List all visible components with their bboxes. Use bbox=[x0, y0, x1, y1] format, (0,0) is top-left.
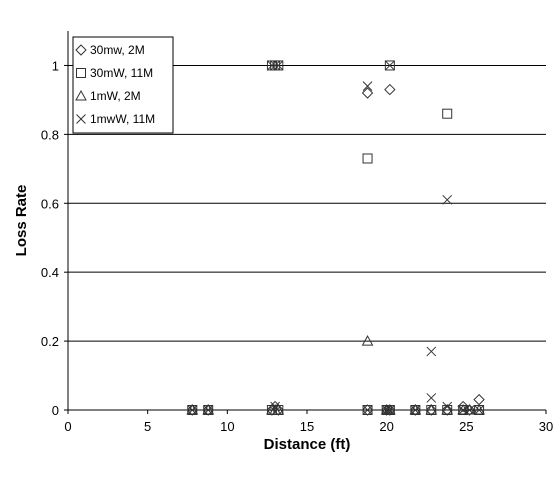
point-x-15 bbox=[442, 401, 453, 412]
legend-marker-triangle bbox=[75, 89, 87, 101]
x-tick-label-0: 0 bbox=[64, 419, 71, 434]
y-tick-label-3: 0.6 bbox=[41, 196, 59, 211]
point-triangle-4 bbox=[272, 403, 285, 415]
point-diamond-13 bbox=[457, 400, 469, 413]
legend-label-3: 1mwW, 11M bbox=[90, 112, 155, 126]
point-x-10 bbox=[384, 405, 395, 415]
legend-label-0: 30mw, 2M bbox=[90, 43, 145, 57]
point-x-4 bbox=[273, 60, 284, 71]
point-triangle-11 bbox=[457, 403, 469, 415]
point-x-3 bbox=[270, 60, 280, 71]
point-x-13 bbox=[426, 393, 437, 403]
y-tick-label-2: 0.4 bbox=[41, 265, 59, 280]
series-x bbox=[187, 60, 484, 415]
point-x-6 bbox=[362, 81, 373, 91]
point-square-9 bbox=[384, 60, 395, 71]
x-tick-label-2: 10 bbox=[220, 419, 234, 434]
point-triangle-13 bbox=[473, 403, 485, 415]
point-x-7 bbox=[362, 405, 373, 415]
series-triangle bbox=[186, 335, 485, 415]
point-square-8 bbox=[362, 405, 373, 415]
point-x-14 bbox=[442, 194, 453, 205]
y-tick-label-0: 0 bbox=[52, 403, 59, 418]
legend-box bbox=[72, 36, 174, 134]
point-x-17 bbox=[464, 405, 475, 415]
point-triangle-5 bbox=[361, 335, 374, 346]
legend-marker-x bbox=[76, 114, 86, 124]
x-tick-label-6: 30 bbox=[539, 419, 553, 434]
point-triangle-8 bbox=[409, 403, 422, 415]
point-diamond-8 bbox=[384, 83, 396, 96]
point-x-0 bbox=[187, 405, 198, 415]
point-x-8 bbox=[384, 60, 395, 71]
point-square-7 bbox=[362, 153, 373, 164]
y-tick-label-5: 1 bbox=[52, 58, 59, 73]
point-triangle-12 bbox=[463, 403, 476, 415]
x-tick-label-4: 20 bbox=[379, 419, 393, 434]
point-x-12 bbox=[426, 346, 437, 357]
series-square bbox=[187, 60, 485, 415]
legend: 30mw, 2M 30mW, 11M 1mW, 2M 1mwW, 11M bbox=[72, 36, 174, 134]
axis-ticks: 0 5 10 15 20 25 30 0 0.2 0.4 0.6 0.8 1 bbox=[41, 58, 553, 434]
point-diamond-5 bbox=[361, 87, 374, 99]
point-x-1 bbox=[203, 405, 214, 415]
x-tick-label-3: 15 bbox=[300, 419, 314, 434]
x-tick-label-5: 25 bbox=[459, 419, 473, 434]
point-triangle-1 bbox=[202, 403, 215, 415]
point-square-4 bbox=[273, 60, 284, 71]
x-tick-label-1: 5 bbox=[144, 419, 151, 434]
legend-label-1: 30mW, 11M bbox=[90, 66, 153, 80]
y-tick-label-1: 0.2 bbox=[41, 334, 59, 349]
point-x-18 bbox=[474, 405, 484, 415]
legend-marker-square bbox=[76, 68, 86, 78]
point-diamond-15 bbox=[473, 393, 485, 406]
point-diamond-14 bbox=[463, 404, 476, 416]
legend-label-2: 1mW, 2M bbox=[90, 89, 141, 103]
point-x-9 bbox=[381, 405, 392, 415]
point-x-11 bbox=[410, 405, 421, 415]
legend-marker-diamond bbox=[75, 44, 87, 56]
point-triangle-0 bbox=[186, 403, 199, 415]
point-triangle-9 bbox=[425, 403, 438, 415]
y-axis-label: Loss Rate bbox=[13, 185, 30, 257]
point-x-5 bbox=[270, 401, 280, 412]
x-axis-label: Distance (ft) bbox=[264, 436, 351, 453]
y-tick-label-4: 0.8 bbox=[41, 127, 59, 142]
point-square-14 bbox=[442, 108, 453, 119]
data-points bbox=[186, 60, 485, 416]
